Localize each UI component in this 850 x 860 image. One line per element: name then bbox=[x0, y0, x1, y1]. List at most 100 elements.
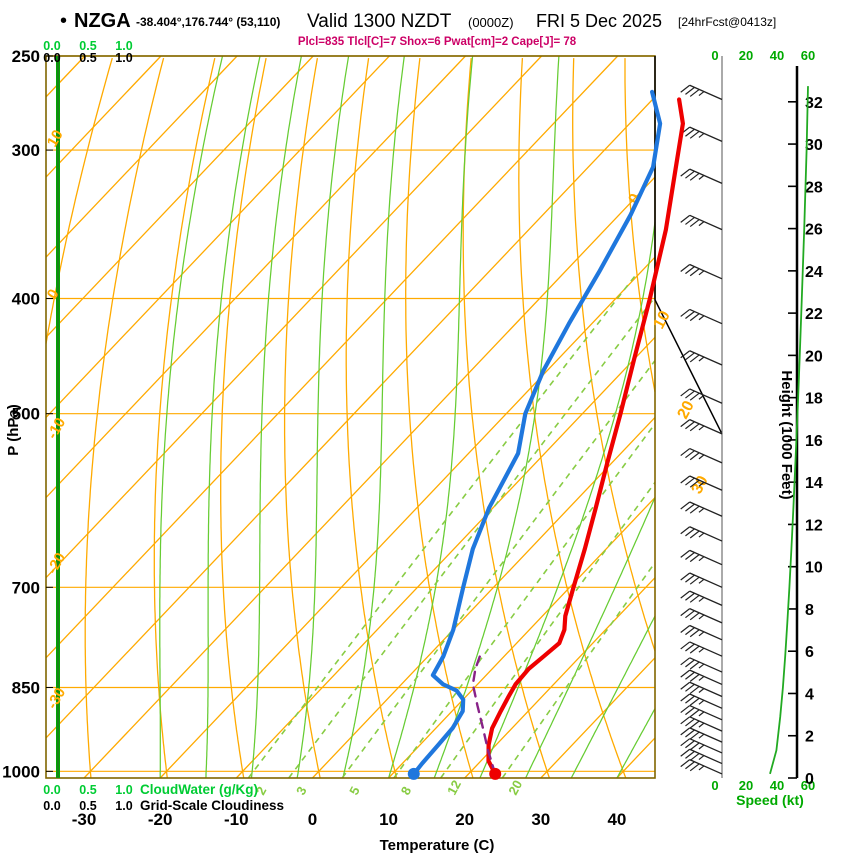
wind-barb bbox=[680, 350, 723, 366]
station-marker-icon: • bbox=[60, 10, 67, 32]
speed-tick-label-top: 40 bbox=[770, 48, 784, 63]
wind-barb bbox=[680, 716, 723, 732]
station-coordinates: -38.404°,176.744° (53,110) bbox=[136, 15, 280, 29]
speed-tick-label-bottom: 0 bbox=[711, 778, 718, 793]
temperature-tick-label: -30 bbox=[72, 810, 97, 829]
sounding-curves bbox=[407, 89, 685, 780]
pressure-tick-label: 300 bbox=[12, 141, 40, 160]
wind-barb bbox=[680, 641, 723, 657]
speed-tick-label-top: 0 bbox=[711, 48, 718, 63]
height-tick-label: 32 bbox=[805, 95, 823, 112]
mixing-ratio-label: 12 bbox=[444, 778, 464, 798]
wind-barb bbox=[680, 419, 723, 435]
wind-barb bbox=[680, 263, 723, 280]
wind-barb-panel[interactable] bbox=[680, 56, 723, 778]
height-tick-label: 24 bbox=[805, 264, 823, 281]
plot-frame bbox=[45, 55, 723, 779]
height-tick-label: 22 bbox=[805, 306, 823, 323]
wind-barb bbox=[680, 526, 723, 542]
cloudiness-title: Grid-Scale Cloudiness bbox=[140, 798, 284, 813]
height-tick-label: 0 bbox=[805, 771, 814, 788]
height-tick-label: 28 bbox=[805, 179, 823, 196]
pressure-tick-label: 400 bbox=[12, 290, 40, 309]
cloudwater-tick: 0.5 bbox=[79, 783, 96, 797]
wind-barb bbox=[680, 447, 723, 464]
wind-barb bbox=[680, 657, 723, 673]
cloudwater-top-tick: 1.0 bbox=[115, 39, 132, 53]
isotherm-label: 10 bbox=[44, 127, 67, 150]
height-tick-label: 8 bbox=[805, 602, 814, 619]
wind-barb bbox=[680, 738, 723, 754]
cloudiness-top-tick: 1.0 bbox=[115, 51, 132, 65]
dewpoint-curve bbox=[411, 89, 663, 776]
cloudiness-tick: 1.0 bbox=[115, 799, 132, 813]
mixing-ratio-label: 5 bbox=[346, 784, 363, 797]
forecast-tag: [24hrFcst@0413z] bbox=[678, 15, 776, 29]
wind-barb bbox=[680, 669, 723, 686]
wind-barb bbox=[680, 84, 723, 101]
wind-barb bbox=[680, 168, 723, 184]
mixing-ratio-label: 3 bbox=[293, 784, 310, 797]
pressure-tick-label: 1000 bbox=[2, 762, 40, 781]
isotherm-label: -20 bbox=[44, 550, 70, 577]
mixing-ratio-label: 8 bbox=[398, 784, 415, 797]
speed-tick-label-top: 60 bbox=[801, 48, 815, 63]
height-tick-label: 4 bbox=[805, 686, 814, 703]
cloudwater-tick: 0.0 bbox=[43, 783, 60, 797]
temperature-curve bbox=[486, 97, 685, 776]
temperature-tick-label: 0 bbox=[308, 810, 317, 829]
height-tick-label: 2 bbox=[805, 729, 814, 746]
temperature-tick-label: 20 bbox=[455, 810, 474, 829]
height-tick-label: 6 bbox=[805, 644, 814, 661]
temperature-tick-label: 30 bbox=[531, 810, 550, 829]
height-tick-label: 16 bbox=[805, 433, 823, 450]
cloudwater-top-tick: 0.5 bbox=[79, 39, 96, 53]
cloudiness-tick: 0.5 bbox=[79, 799, 96, 813]
valid-date: FRI 5 Dec 2025 bbox=[536, 11, 662, 31]
dry-adiabat-label: 20 bbox=[675, 398, 698, 422]
speed-tick-label-bottom: 20 bbox=[739, 778, 753, 793]
height-tick-label: 10 bbox=[805, 560, 823, 577]
wind-barb bbox=[680, 572, 723, 588]
wind-barb bbox=[680, 590, 723, 606]
temperature-axis-title: Temperature (C) bbox=[380, 837, 495, 854]
dry-adiabat-label: 10 bbox=[651, 308, 674, 332]
stability-indices: Plcl=835 Tlcl[C]=7 Shox=6 Pwat[cm]=2 Cap… bbox=[298, 36, 577, 48]
wind-barb bbox=[680, 388, 723, 404]
cloudwater-top-tick: 0.0 bbox=[43, 39, 60, 53]
wind-barb bbox=[680, 681, 723, 698]
cloudiness-top-tick: 0.0 bbox=[43, 51, 60, 65]
wind-barb bbox=[680, 748, 723, 765]
height-tick-label: 20 bbox=[805, 348, 823, 365]
pressure-tick-label: 700 bbox=[12, 578, 40, 597]
valid-time-utc: (0000Z) bbox=[468, 15, 514, 30]
pressure-tick-label: 250 bbox=[12, 47, 40, 66]
height-tick-label: 12 bbox=[805, 517, 823, 534]
pressure-axis-title: P (hPa) bbox=[5, 404, 22, 455]
surface-dewpoint-dot bbox=[407, 767, 420, 780]
speed-tick-label-bottom: 60 bbox=[801, 778, 815, 793]
isotherm-label: -30 bbox=[44, 685, 70, 712]
header-group: • NZGA -38.404°,176.744° (53,110) Valid … bbox=[60, 10, 776, 48]
height-axis-title: Height (1000 Feet) bbox=[778, 370, 795, 499]
height-tick-label: 18 bbox=[805, 391, 823, 408]
wind-barb bbox=[680, 608, 723, 624]
pressure-tick-label: 850 bbox=[12, 678, 40, 697]
surface-temperature-dot bbox=[489, 767, 502, 780]
cloudwater-title: CloudWater (g/Kg) bbox=[140, 782, 258, 797]
height-speed-curve bbox=[769, 86, 809, 775]
height-tick-label: 30 bbox=[805, 137, 823, 154]
height-tick-label: 14 bbox=[805, 475, 823, 492]
parcel-curve bbox=[471, 655, 497, 776]
cloudiness-tick: 0.0 bbox=[43, 799, 60, 813]
cloudiness-top-tick: 0.5 bbox=[79, 51, 96, 65]
speed-tick-label-bottom: 40 bbox=[770, 778, 784, 793]
wind-barb bbox=[680, 214, 723, 231]
wind-barb bbox=[680, 126, 723, 143]
wind-barb bbox=[680, 759, 723, 775]
wind-barb bbox=[680, 727, 723, 743]
